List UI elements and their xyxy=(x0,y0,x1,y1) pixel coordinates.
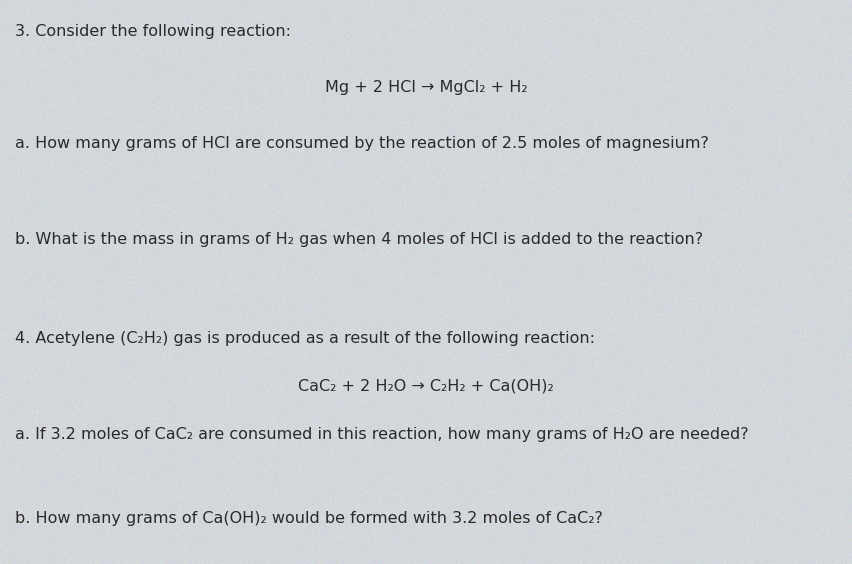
Text: 4. Acetylene (C₂H₂) gas is produced as a result of the following reaction:: 4. Acetylene (C₂H₂) gas is produced as a… xyxy=(15,331,596,346)
Text: b. What is the mass in grams of H₂ gas when 4 moles of HCl is added to the react: b. What is the mass in grams of H₂ gas w… xyxy=(15,232,704,247)
Text: b. How many grams of Ca(OH)₂ would be formed with 3.2 moles of CaC₂?: b. How many grams of Ca(OH)₂ would be fo… xyxy=(15,512,603,526)
Text: 3. Consider the following reaction:: 3. Consider the following reaction: xyxy=(15,24,291,38)
Text: CaC₂ + 2 H₂O → C₂H₂ + Ca(OH)₂: CaC₂ + 2 H₂O → C₂H₂ + Ca(OH)₂ xyxy=(298,379,554,394)
Text: a. How many grams of HCl are consumed by the reaction of 2.5 moles of magnesium?: a. How many grams of HCl are consumed by… xyxy=(15,136,709,151)
Text: Mg + 2 HCl → MgCl₂ + H₂: Mg + 2 HCl → MgCl₂ + H₂ xyxy=(325,80,527,95)
Text: a. If 3.2 moles of CaC₂ are consumed in this reaction, how many grams of H₂O are: a. If 3.2 moles of CaC₂ are consumed in … xyxy=(15,427,749,442)
